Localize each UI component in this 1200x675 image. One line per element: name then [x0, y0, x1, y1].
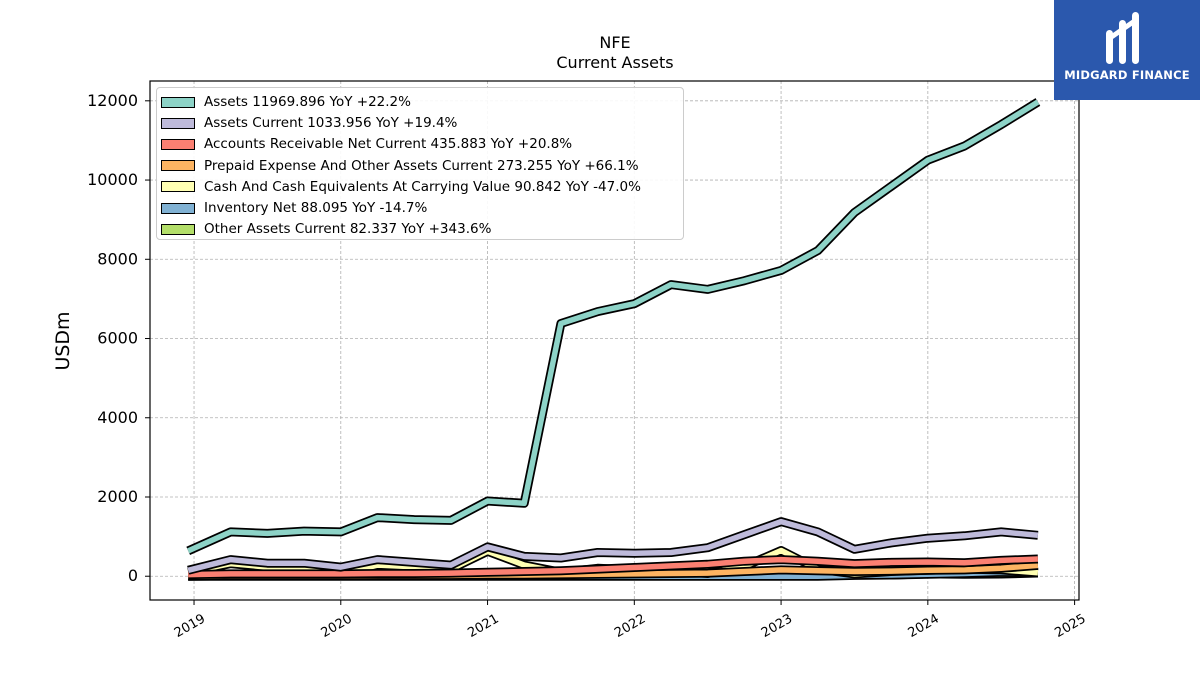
plot-frame: [149, 80, 1080, 601]
logo-text: MIDGARD FINANCE: [1064, 68, 1190, 82]
legend-item: Prepaid Expense And Other Assets Current…: [157, 156, 639, 176]
chart-subtitle: Current Assets: [556, 53, 674, 72]
legend-label: Assets Current 1033.956 YoY +19.4%: [204, 115, 458, 132]
y-tick-label: 4000: [97, 408, 138, 427]
legend-label: Accounts Receivable Net Current 435.883 …: [204, 136, 573, 153]
legend-swatch: [161, 96, 195, 108]
legend-label: Inventory Net 88.095 YoY -14.7%: [204, 200, 428, 216]
x-tick-label: 2021: [465, 611, 501, 641]
legend-item: Assets Current 1033.956 YoY +19.4%: [157, 113, 457, 133]
y-axis-label: USDm: [52, 311, 74, 370]
series-line-6: [187, 517, 1039, 575]
y-tick-label: 10000: [87, 170, 138, 189]
legend-swatch: [161, 138, 195, 150]
legend-label: Cash And Cash Equivalents At Carrying Va…: [204, 178, 641, 195]
chart-title: NFE: [599, 33, 631, 52]
y-tick-label: 0: [128, 566, 138, 585]
legend-swatch: [161, 202, 195, 214]
legend-label: Assets 11969.896 YoY +22.2%: [204, 94, 411, 110]
y-tick-label: 12000: [87, 91, 138, 110]
legend-item: Assets 11969.896 YoY +22.2%: [157, 92, 411, 112]
legend-item: Cash And Cash Equivalents At Carrying Va…: [157, 177, 641, 197]
series-stroke: [187, 99, 1040, 554]
y-tick-label: 6000: [97, 329, 138, 348]
x-tick-label: 2020: [319, 611, 355, 641]
y-tick-label: 2000: [97, 487, 138, 506]
x-tick-label: 2022: [612, 611, 648, 641]
midgard-logo-icon: [1106, 12, 1139, 64]
legend-swatch: [161, 160, 195, 172]
brand-logo: MIDGARD FINANCE: [1054, 0, 1200, 100]
series-layer: [186, 98, 1041, 581]
legend-swatch: [161, 181, 195, 193]
x-axis: 2019 2020 2021 2022 2023 2024 2025: [172, 600, 1089, 641]
series-stroke: [187, 518, 1039, 573]
x-tick-label: 2019: [172, 611, 208, 641]
legend-item: Inventory Net 88.095 YoY -14.7%: [157, 198, 427, 218]
legend: Assets 11969.896 YoY +22.2% Assets Curren…: [156, 87, 684, 240]
series-line-5: [188, 554, 1039, 580]
legend-label: Prepaid Expense And Other Assets Current…: [204, 157, 639, 174]
legend-swatch: [161, 223, 195, 235]
legend-label: Other Assets Current 82.337 YoY +343.6%: [204, 221, 492, 238]
y-axis: 0 2000 4000 6000 8000 10000 12000: [87, 91, 150, 585]
x-tick-label: 2025: [1052, 611, 1088, 641]
legend-item: Accounts Receivable Net Current 435.883 …: [157, 134, 572, 154]
x-tick-label: 2023: [759, 611, 795, 641]
series-line-7: [186, 98, 1041, 556]
x-tick-label: 2024: [906, 611, 942, 641]
y-tick-label: 8000: [97, 249, 138, 268]
legend-swatch: [161, 117, 195, 129]
legend-item: Other Assets Current 82.337 YoY +343.6%: [157, 219, 491, 239]
series-stroke: [188, 556, 1039, 578]
